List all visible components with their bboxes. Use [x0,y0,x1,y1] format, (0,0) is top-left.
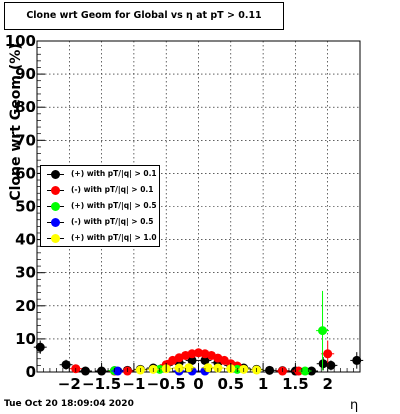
x-tick-label: 1.5 [282,375,309,393]
legend-entry: (+) with pT/|q| > 0.1 [41,167,159,183]
x-tick-label: −1 [122,375,145,393]
y-tick-label: 10 [15,330,36,348]
x-tick-label: −0.5 [147,375,186,393]
y-tick-label: 0 [26,363,36,381]
legend-label: (+) with pT/|q| > 0.1 [71,169,157,178]
x-tick-label: 0 [193,375,203,393]
data-point [352,355,362,365]
data-point [300,366,310,376]
y-tick-label: 20 [15,297,36,315]
legend-marker [51,234,60,243]
data-point [318,326,328,336]
x-tick-label: 1 [258,375,268,393]
data-point [184,363,194,373]
legend-label: (+) with pT/|q| > 1.0 [71,233,157,242]
legend-label: (-) with pT/|q| > 0.1 [71,185,154,194]
data-point [326,360,336,370]
y-tick-label: 30 [15,264,36,282]
y-tick-label: 100 [5,32,36,50]
y-tick-label: 40 [15,231,36,249]
legend-entry: (+) with pT/|q| > 1.0 [41,231,159,247]
data-point [187,355,197,365]
data-point [113,366,123,376]
x-tick-label: 2 [322,375,332,393]
x-tick-label: −1.5 [82,375,121,393]
legend-entry: (+) with pT/|q| > 0.5 [41,199,159,215]
data-point [203,363,213,373]
x-axis-label: η [350,398,359,413]
legend-marker [51,218,60,227]
data-point [323,349,333,359]
grid-lines [37,41,360,372]
data-point [80,366,90,376]
y-axis-label: Clone wrt Geom (%) [8,43,24,201]
legend-marker [51,186,60,195]
data-point [61,360,71,370]
timestamp: Tue Oct 20 18:09:04 2020 [4,399,134,409]
x-tick-label: −2 [58,375,81,393]
legend: (+) with pT/|q| > 0.1 (-) with pT/|q| > … [40,165,160,247]
y-tick-label: 70 [15,131,36,149]
legend-marker [51,170,60,179]
y-tick-label: 60 [15,164,36,182]
legend-label: (+) with pT/|q| > 0.5 [71,201,157,210]
data-point [318,359,328,369]
data-point [35,342,45,352]
legend-entry: (-) with pT/|q| > 0.5 [41,215,159,231]
chart-title: Clone wrt Geom for Global vs η at pT > 0… [4,2,284,30]
data-point [200,355,210,365]
legend-entry: (-) with pT/|q| > 0.1 [41,183,159,199]
axes: 0 10 20 30 40 50 60 70 80 90 100 −2 −1.5 −1 −0.5 0 0.5 1 1… [5,32,354,393]
legend-marker [51,202,60,211]
x-tick-label: 0.5 [218,375,245,393]
legend-label: (-) with pT/|q| > 0.5 [71,217,154,226]
y-tick-label: 50 [15,198,36,216]
y-tick-label: 80 [15,98,36,116]
y-tick-label: 90 [15,65,36,83]
